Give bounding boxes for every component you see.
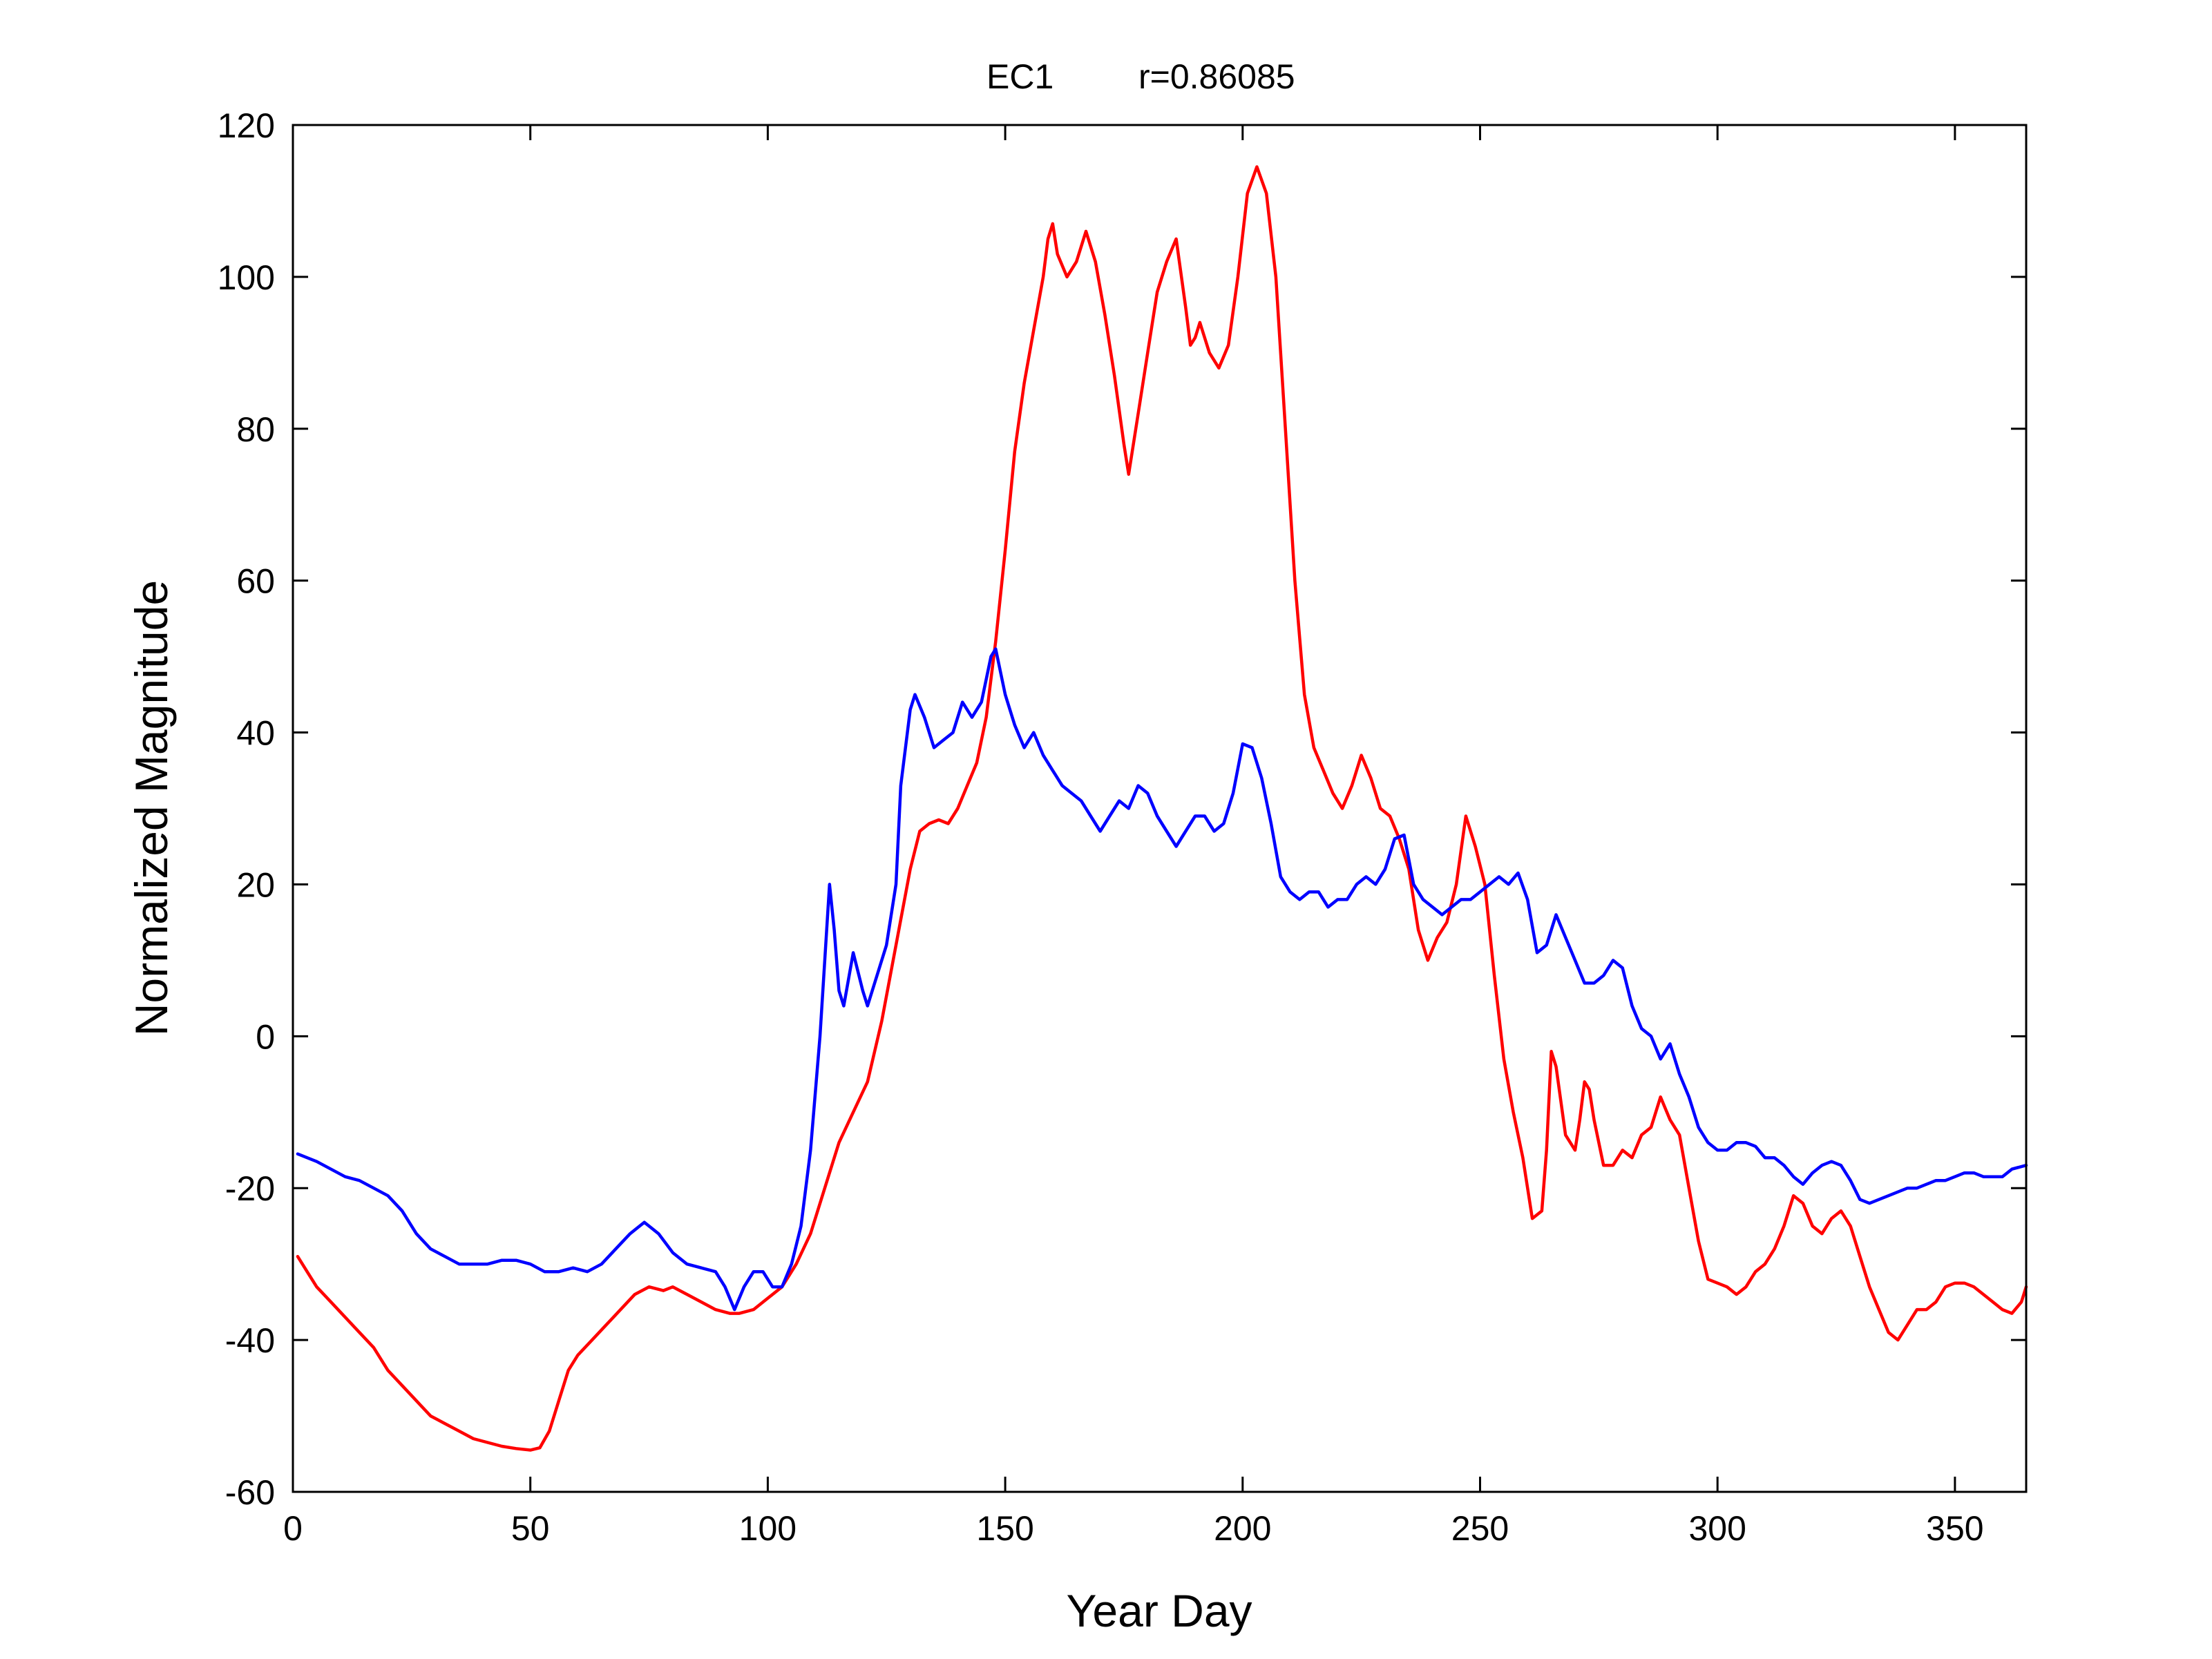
y-tick-label: 20 (236, 865, 275, 904)
ticks-layer: 0 50 100 150 200 250 300 350 -60 -40 -20 0 20 40 60 80 1… (218, 106, 2026, 1548)
x-tick-label: 100 (739, 1509, 797, 1548)
x-tick-label: 300 (1688, 1509, 1746, 1548)
x-tick-label: 250 (1451, 1509, 1509, 1548)
plot-area-frame (292, 124, 2028, 1493)
y-tick-label: 0 (256, 1017, 275, 1056)
y-tick-label: -20 (225, 1169, 275, 1208)
x-tick-label: 350 (1926, 1509, 1983, 1548)
y-tick-label: 120 (218, 106, 275, 145)
y-tick-label: 60 (236, 562, 275, 601)
y-axis-label: Normalized Magnitude (126, 580, 177, 1036)
y-tick-label: -60 (225, 1473, 275, 1512)
y-tick-label: 40 (236, 714, 275, 753)
chart-title-right: r=0.86085 (1138, 57, 1295, 96)
x-tick-label: 0 (283, 1509, 303, 1548)
y-tick-label: 80 (236, 410, 275, 449)
series-line-1 (296, 165, 2028, 1452)
series-layer (296, 165, 2028, 1452)
x-tick-label: 50 (511, 1509, 550, 1548)
x-axis-label: Year Day (1066, 1585, 1252, 1636)
chart-title-left: EC1 (986, 57, 1053, 96)
x-tick-label: 200 (1214, 1509, 1271, 1548)
x-tick-label: 150 (976, 1509, 1033, 1548)
y-tick-label: 100 (218, 258, 275, 297)
y-tick-label: -40 (225, 1321, 275, 1360)
series-line-2 (296, 647, 2028, 1312)
